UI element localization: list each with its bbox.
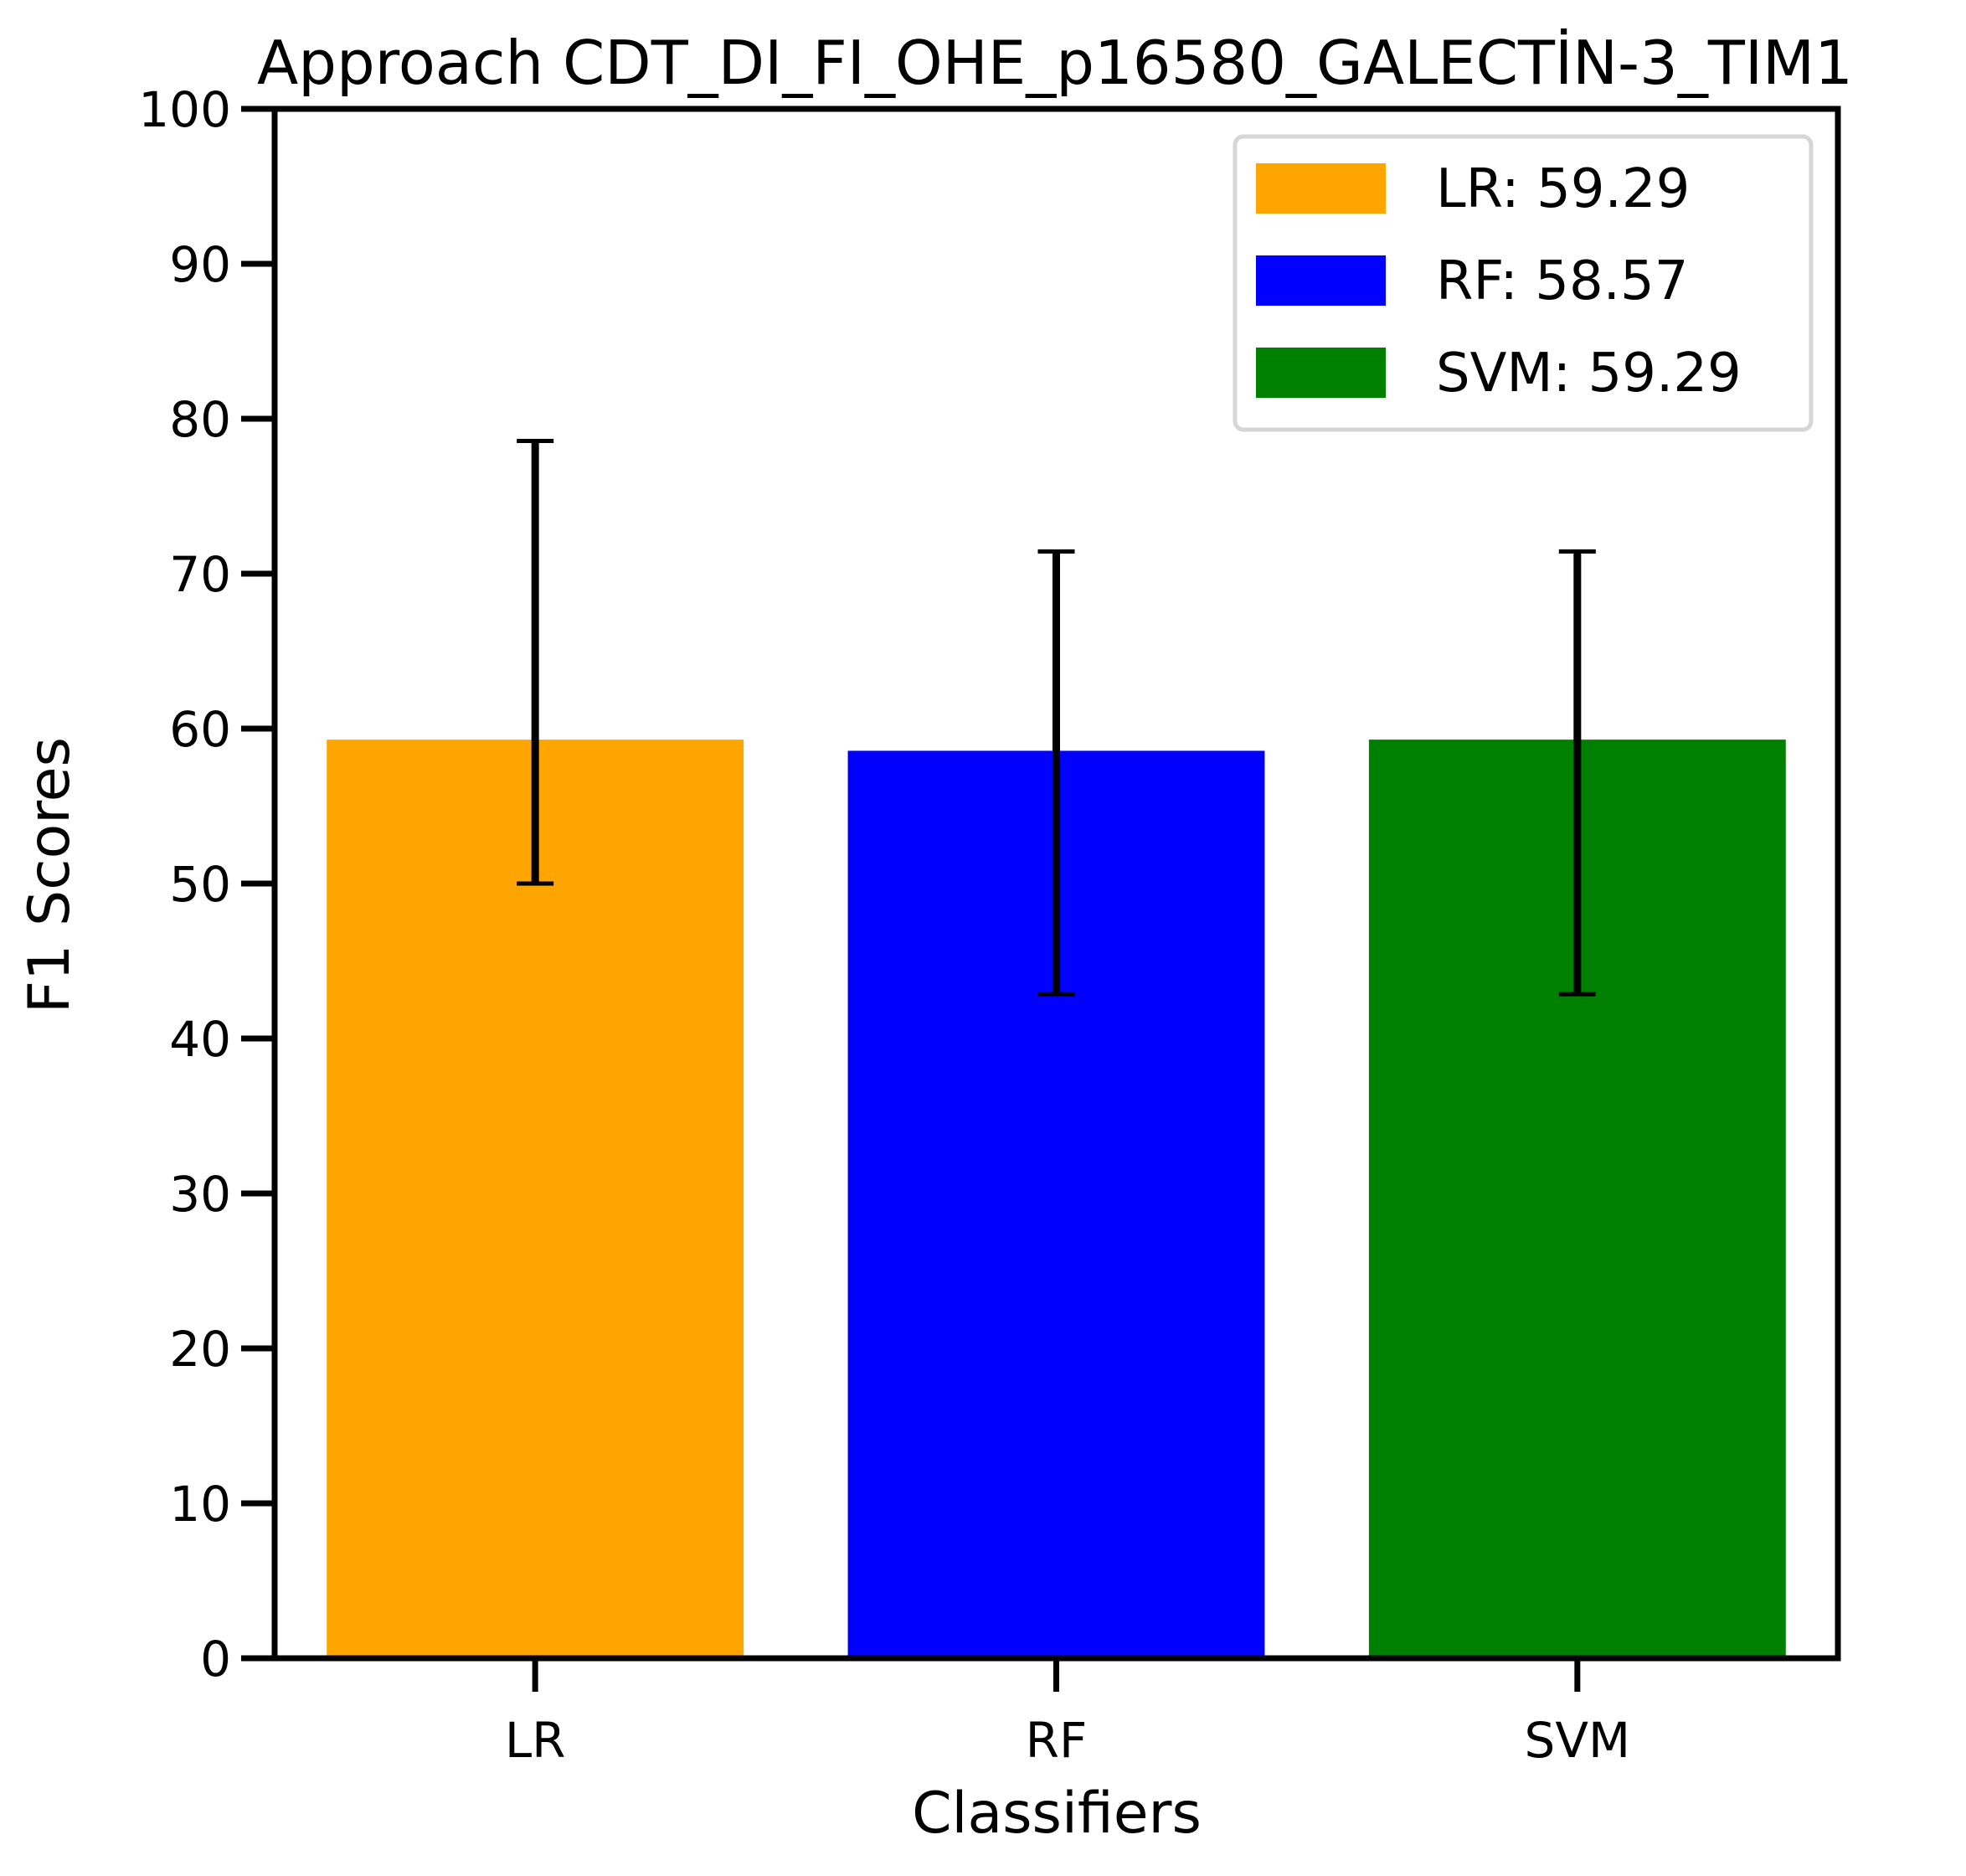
legend-swatch-rf <box>1256 255 1386 306</box>
y-tick-label-70: 70 <box>169 546 231 603</box>
legend-label-lr: LR: 59.29 <box>1436 158 1690 220</box>
y-tick-label-30: 30 <box>169 1166 231 1223</box>
y-tick-label-80: 80 <box>169 391 231 448</box>
y-tick-label-60: 60 <box>169 701 231 758</box>
x-axis-ticks: LR RF SVM <box>505 1658 1630 1769</box>
y-tick-label-50: 50 <box>169 856 231 913</box>
error-bars-layer <box>517 438 1596 997</box>
x-axis-label: Classifiers <box>912 1781 1202 1847</box>
legend-swatch-svm <box>1256 348 1386 398</box>
y-tick-label-90: 90 <box>169 236 231 293</box>
legend-swatch-lr <box>1256 163 1386 214</box>
legend-label-svm: SVM: 59.29 <box>1436 343 1742 405</box>
y-tick-label-100: 100 <box>138 81 231 138</box>
x-tick-label-rf: RF <box>1026 1712 1088 1769</box>
y-axis-ticks: 0 10 20 30 40 50 60 70 80 90 100 <box>138 81 275 1688</box>
legend: LR: 59.29 RF: 58.57 SVM: 59.29 <box>1233 134 1814 432</box>
legend-label-rf: RF: 58.57 <box>1436 250 1688 312</box>
y-tick-label-20: 20 <box>169 1321 231 1378</box>
y-tick-label-10: 10 <box>169 1476 231 1533</box>
y-tick-label-40: 40 <box>169 1011 231 1068</box>
x-tick-label-svm: SVM <box>1525 1712 1631 1769</box>
y-tick-label-0: 0 <box>200 1631 231 1688</box>
plot-frame <box>271 106 1841 1662</box>
bar-lr <box>327 740 744 1658</box>
x-tick-label-lr: LR <box>505 1712 566 1769</box>
y-axis-label: F1 Scores <box>17 737 83 1013</box>
chart-title: Approach CDT_DI_FI_OHE_p16580_GALECTİN-3… <box>257 28 1853 98</box>
